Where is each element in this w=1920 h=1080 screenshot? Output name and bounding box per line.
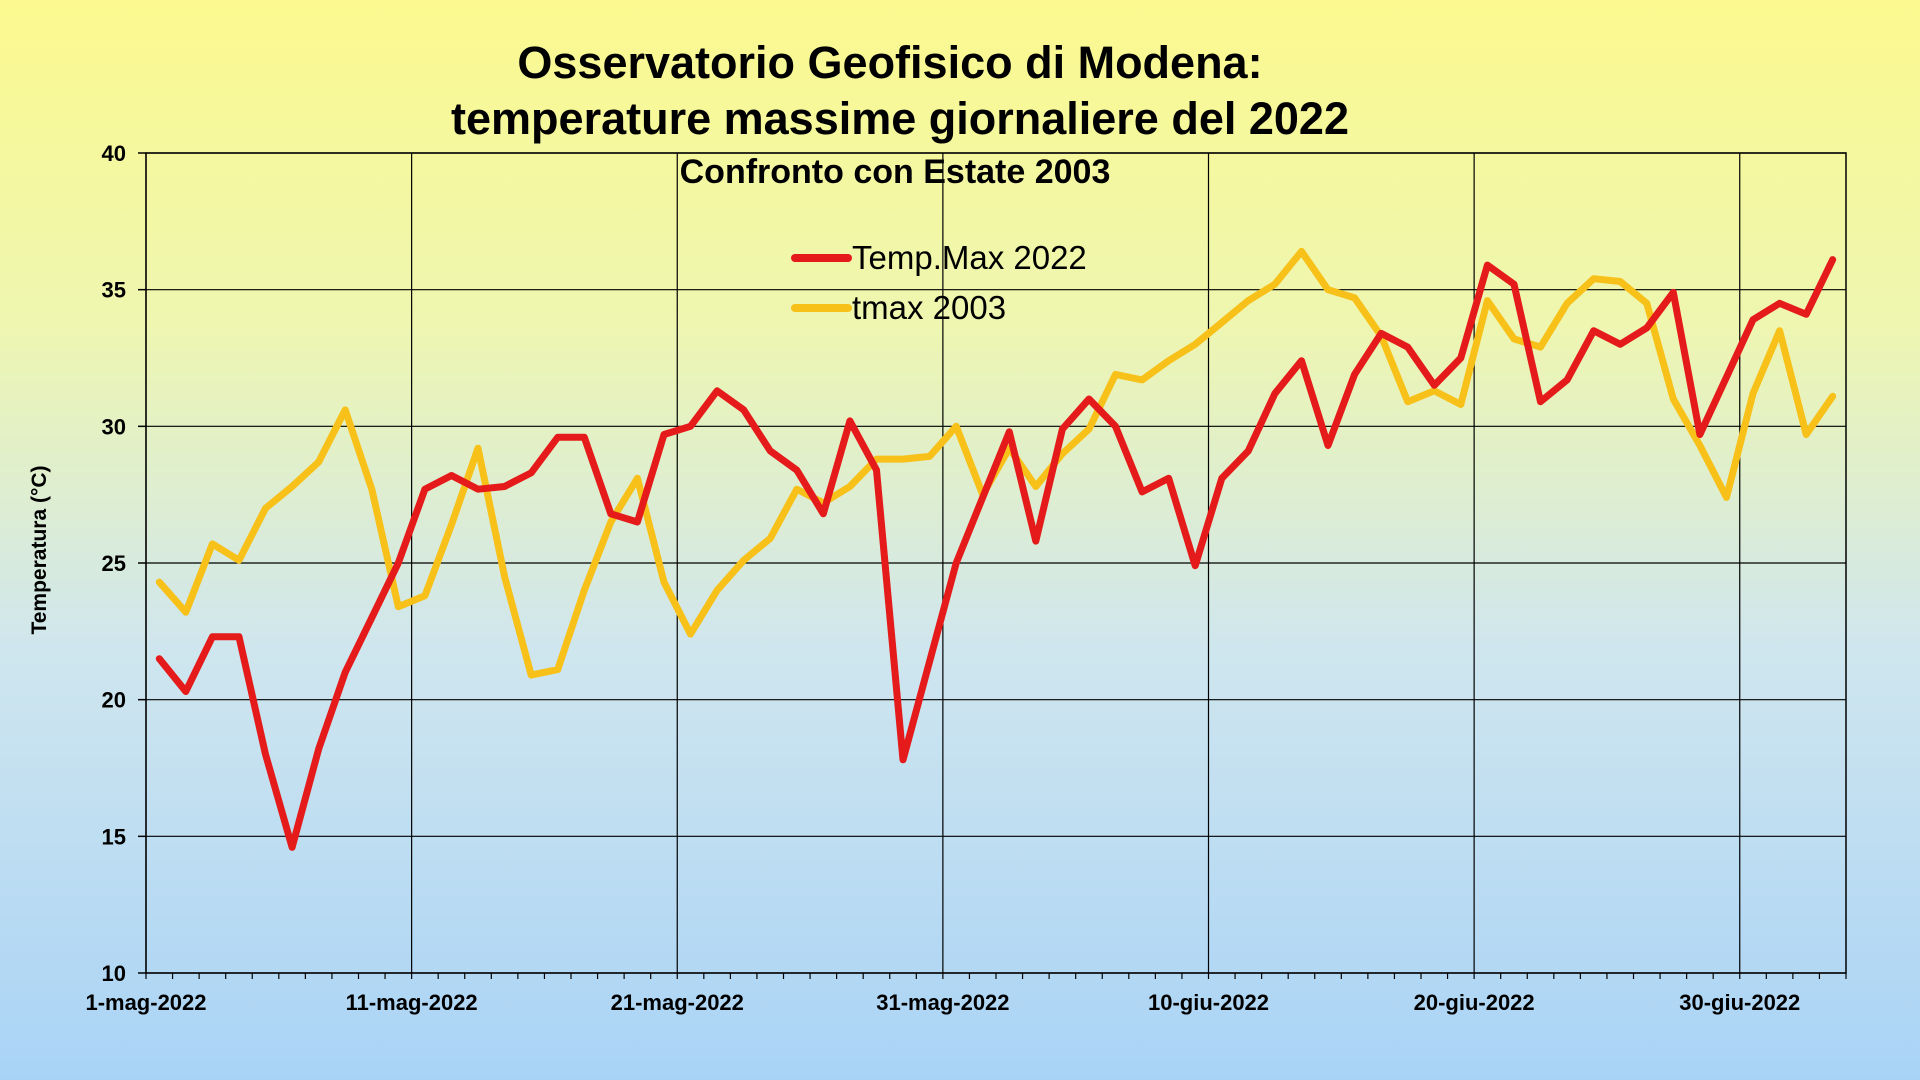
y-axis: 10 15 20 25 30 35 40 <box>102 141 146 986</box>
x-tick-label: 1-mag-2022 <box>85 990 206 1015</box>
x-axis: 1-mag-2022 11-mag-2022 21-mag-2022 31-mag-2… <box>85 973 1847 1015</box>
series-line-temp-max-2022 <box>155 256 1837 851</box>
series-lines <box>155 247 1837 851</box>
y-tick-label: 25 <box>102 551 126 576</box>
x-tick-label: 31-mag-2022 <box>876 990 1009 1015</box>
y-tick-label: 15 <box>102 824 126 849</box>
x-tick-label: 11-mag-2022 <box>346 990 478 1015</box>
x-tick-label: 20-giu-2022 <box>1414 990 1535 1015</box>
legend: Temp.Max 2022 tmax 2003 <box>791 239 1087 326</box>
chart-subtitle: Confronto con Estate 2003 <box>680 153 1111 191</box>
y-tick-label: 20 <box>102 688 126 713</box>
y-tick-label: 10 <box>102 961 126 986</box>
grid-lines <box>145 152 1847 974</box>
legend-label: tmax 2003 <box>852 289 1006 326</box>
y-tick-label: 35 <box>102 278 126 303</box>
x-tick-label: 21-mag-2022 <box>611 990 744 1015</box>
x-tick-label: 30-giu-2022 <box>1679 990 1800 1015</box>
y-tick-label: 40 <box>102 141 126 166</box>
x-tick-label: 10-giu-2022 <box>1148 990 1269 1015</box>
y-axis-label: Temperatura (°C) <box>28 465 51 634</box>
legend-label: Temp.Max 2022 <box>852 239 1087 276</box>
chart-title-line1: Osservatorio Geofisico di Modena: <box>517 37 1262 88</box>
y-tick-label: 30 <box>102 414 126 439</box>
chart-title-line2: temperature massime giornaliere del 2022 <box>451 93 1349 144</box>
